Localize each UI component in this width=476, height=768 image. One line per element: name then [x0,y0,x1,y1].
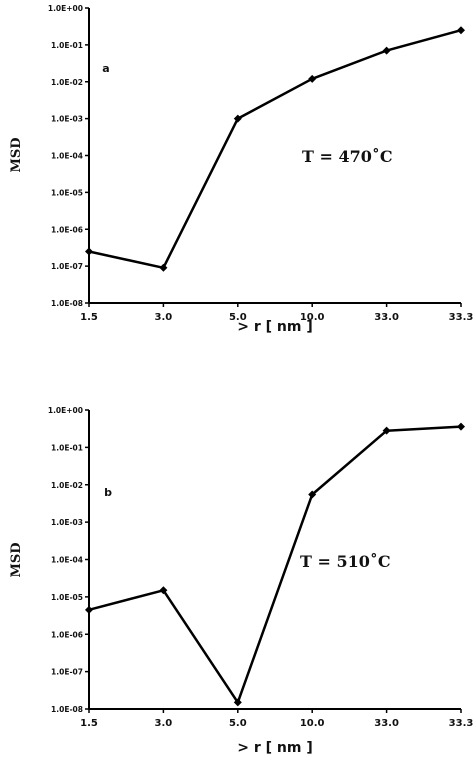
y-tick-label: 1.0E-03 [51,518,83,527]
data-point [85,605,93,614]
y-tick-label: 1.0E-07 [51,668,83,677]
y-tick-label: 1.0E-06 [51,225,83,234]
y-tick-label: 1.0E-08 [51,705,83,714]
y-tick-label: 1.0E-04 [51,556,83,565]
series-line [88,28,462,270]
data-point [85,247,93,256]
y-tick-label: 1.0E-01 [51,41,83,50]
y-tick-label: 1.0E-05 [51,188,83,197]
x-tick-label: 10.0 [300,718,325,729]
data-point [457,26,465,35]
x-tick-label: 1.5 [80,718,98,729]
x-tick-label: 10.0 [300,312,325,323]
x-tick-label: 5.0 [229,718,247,729]
x-tick-label: 5.0 [229,312,247,323]
x-axis-label: > r [ nm ] [237,740,312,756]
y-tick-label: 1.0E-02 [51,78,83,87]
y-tick-label: 1.0E+00 [48,4,83,13]
data-point [233,698,242,707]
y-tick-label: 1.0E-05 [51,593,83,602]
x-tick-label: 33.0 [374,718,399,729]
temperature-annotation: T = 510˚C [300,551,391,571]
y-tick-label: 1.0E-01 [51,443,83,452]
data-point [159,263,168,272]
x-tick-label: 33.3 [449,312,474,323]
y-tick-label: 1.0E-04 [51,152,83,161]
x-tick-label: 3.0 [155,718,173,729]
x-tick-label: 3.0 [155,312,173,323]
x-tick-label: 33.3 [449,718,474,729]
y-tick-label: 1.0E+00 [48,406,83,415]
data-point [382,46,391,55]
data-point [457,422,465,431]
temperature-annotation: T = 470˚C [302,146,393,166]
panel-label: b [104,486,112,499]
x-tick-label: 33.0 [374,312,399,323]
data-point [233,114,242,123]
chart-panel-b: 1.0E-08 1.0E-07 1.0E-06 1.0E-05 1.0E-04 1.0E-… [9,406,473,756]
y-tick-label: 1.0E-07 [51,262,83,271]
data-point [382,426,391,435]
y-tick-label: 1.0E-06 [51,630,83,639]
panel-label: a [102,62,109,75]
y-axis-label: MSD [9,542,24,577]
y-axis-label: MSD [9,137,24,172]
data-point [159,586,168,595]
series-line [88,425,462,704]
y-tick-label: 1.0E-02 [51,481,83,490]
y-tick-label: 1.0E-03 [51,115,83,124]
data-point [308,74,317,83]
data-point [308,490,317,499]
chart-panel-a: 1.0E-08 1.0E-07 1.0E-06 1.0E-05 1.0E-04 1.0E-… [9,4,473,335]
x-axis-label: > r [ nm ] [237,319,312,335]
y-tick-label: 1.0E-08 [51,299,83,308]
x-tick-label: 1.5 [80,312,98,323]
